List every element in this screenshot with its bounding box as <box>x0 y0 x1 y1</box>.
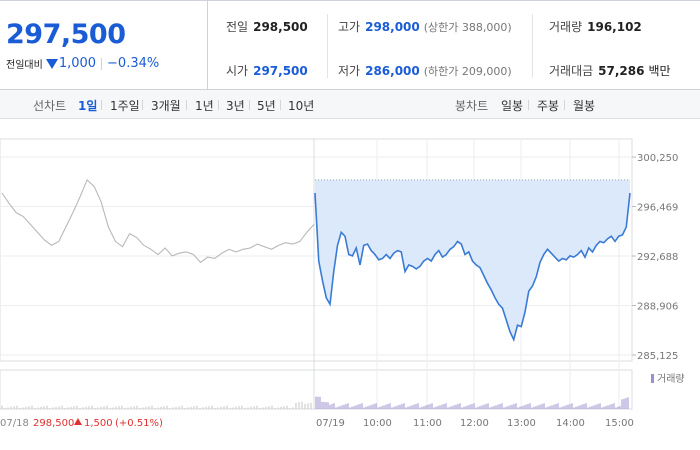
stat-value: 286,000 <box>365 64 420 78</box>
candle-weekly[interactable]: 주봉 <box>537 99 560 113</box>
candle-daily[interactable]: 일봉 <box>501 99 524 113</box>
period-1w[interactable]: 1주일 <box>110 99 140 113</box>
divider <box>564 100 565 110</box>
volume-legend-label: 거래량 <box>657 373 685 385</box>
prev-day-line <box>1 178 315 264</box>
stat-prev-close: 전일 298,500 <box>226 18 308 35</box>
line-chart-label: 선차트 <box>33 99 67 113</box>
divider <box>186 100 187 110</box>
candle-monthly[interactable]: 월봉 <box>573 99 596 113</box>
current-price: 297,500 <box>6 19 126 50</box>
volume-legend-icon <box>651 374 654 383</box>
x-tick-label: 12:00 <box>460 418 489 429</box>
divider <box>101 100 102 110</box>
y-tick-label: 288,906 <box>637 302 678 313</box>
price-summary: 297,500 전일대비 1,000 −0.34% 전일 298,500 시가 29… <box>0 0 700 90</box>
up-triangle-icon <box>74 418 82 425</box>
y-tick-label: 296,469 <box>637 202 678 213</box>
x-tick-label: 11:00 <box>413 418 442 429</box>
stat-value: 298,500 <box>253 20 308 34</box>
current-price-box: 297,500 전일대비 1,000 −0.34% <box>0 1 208 89</box>
x-tick-label: 10:00 <box>363 418 392 429</box>
stat-label: 시가 <box>226 64 249 78</box>
x-tick-label: 14:00 <box>556 418 585 429</box>
stat-open: 시가 297,500 <box>226 62 308 79</box>
period-5y[interactable]: 5년 <box>257 99 276 113</box>
stat-value: 196,102 <box>587 20 642 34</box>
period-1d[interactable]: 1일 <box>78 99 98 113</box>
plot-frame <box>0 138 633 362</box>
prev-day-pct: (+0.51%) <box>115 418 163 429</box>
y-tick-label: 292,688 <box>637 252 678 263</box>
divider <box>218 100 219 110</box>
intraday-price-chart: 300,250 296,469 292,688 288,906 285,125 거래량 07… <box>0 138 685 429</box>
stat-label: 거래대금 <box>549 64 594 78</box>
stat-unit: 백만 <box>648 64 671 78</box>
stat-value: 57,286 <box>598 64 645 78</box>
divider <box>528 100 529 110</box>
change-percent: −0.34% <box>107 56 160 71</box>
down-triangle-icon <box>45 58 58 69</box>
stat-value: 298,000 <box>365 20 420 34</box>
stat-volume: 거래량 196,102 <box>549 18 642 35</box>
stat-label: 고가 <box>338 20 361 34</box>
stat-label: 저가 <box>338 64 361 78</box>
current-day-date: 07/19 <box>316 418 345 429</box>
divider <box>532 14 533 78</box>
stat-value: 297,500 <box>253 64 308 78</box>
x-tick-label: 13:00 <box>507 418 536 429</box>
stat-label: 거래량 <box>549 20 583 34</box>
candle-chart-label: 봉차트 <box>455 99 489 113</box>
period-1y[interactable]: 1년 <box>195 99 214 113</box>
period-3y[interactable]: 3년 <box>226 99 245 113</box>
divider <box>101 57 103 70</box>
y-tick-label: 285,125 <box>637 351 678 362</box>
stat-low: 저가 286,000 (하한가 209,000) <box>338 62 512 79</box>
y-tick-label: 300,250 <box>637 153 678 164</box>
prev-day-change: 1,500 <box>84 418 113 429</box>
divider <box>249 100 250 110</box>
stat-high: 고가 298,000 (상한가 388,000) <box>338 18 512 35</box>
stat-sub: (상한가 388,000) <box>423 21 512 34</box>
x-tick-label: 15:00 <box>605 418 634 429</box>
divider <box>142 100 143 110</box>
stat-sub: (하한가 209,000) <box>423 65 512 78</box>
period-3m[interactable]: 3개월 <box>151 99 181 113</box>
change-amount: 1,000 <box>58 56 97 71</box>
prev-day-close: 298,500 <box>33 418 74 429</box>
prev-day-date: 07/18 <box>0 418 29 429</box>
stat-label: 전일 <box>226 20 249 34</box>
chart-toolbar: 선차트 1일 1주일 3개월 1년 3년 5년 10년 봉차트 일봉 주봉 월봉 <box>0 90 700 119</box>
change-label: 전일대비 <box>6 60 43 71</box>
divider <box>280 100 281 110</box>
stat-trade-value: 거래대금 57,286 백만 <box>549 62 671 79</box>
change-row: 전일대비 1,000 −0.34% <box>6 56 159 71</box>
divider <box>327 14 328 78</box>
period-10y[interactable]: 10년 <box>288 99 315 113</box>
current-day-line <box>314 192 631 342</box>
